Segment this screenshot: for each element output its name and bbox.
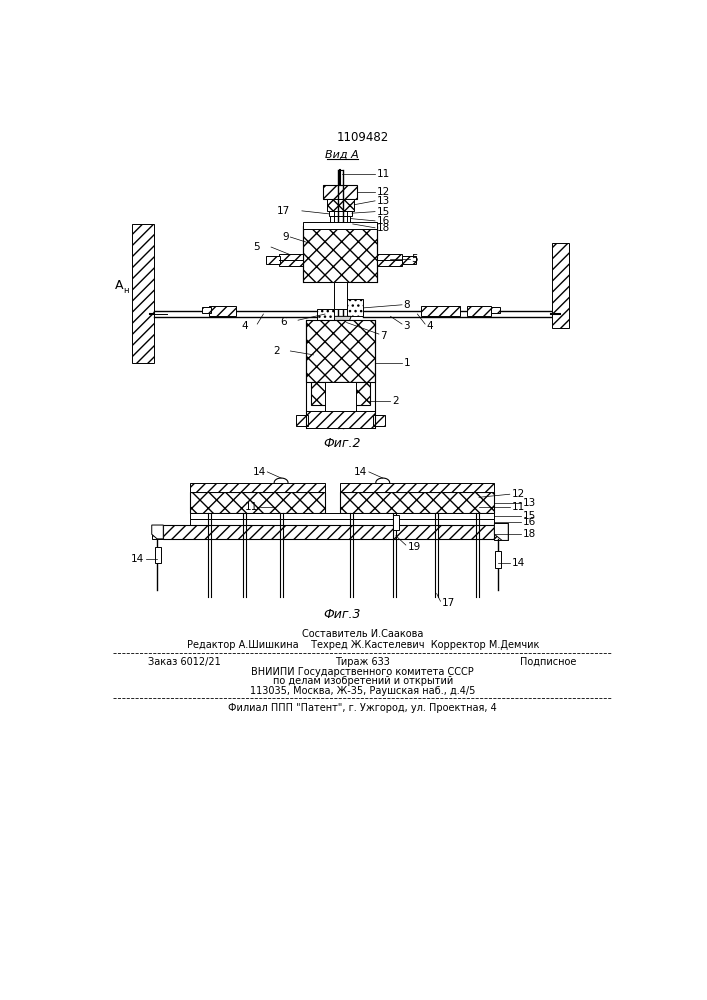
Text: 17: 17: [442, 598, 455, 608]
Text: 14: 14: [131, 554, 144, 564]
Text: Заказ 6012/21: Заказ 6012/21: [148, 657, 221, 667]
Bar: [327, 199, 354, 211]
Text: 14: 14: [252, 467, 266, 477]
Text: по делам изобретений и открытий: по делам изобретений и открытий: [273, 676, 453, 686]
Bar: [373, 415, 385, 426]
Text: Фиг.3: Фиг.3: [323, 608, 361, 621]
Text: н: н: [123, 286, 128, 295]
Bar: [305, 320, 375, 382]
Bar: [311, 382, 370, 405]
Bar: [303, 226, 378, 282]
Text: Тираж 633: Тираж 633: [335, 657, 390, 667]
Bar: [190, 513, 494, 519]
Bar: [491, 307, 500, 313]
Bar: [421, 306, 460, 316]
Text: 3: 3: [404, 321, 410, 331]
Bar: [190, 492, 325, 513]
Bar: [152, 525, 163, 539]
Bar: [190, 519, 494, 525]
Text: 15: 15: [523, 511, 536, 521]
Bar: [402, 256, 416, 264]
Bar: [393, 515, 399, 530]
Bar: [317, 309, 334, 320]
Bar: [378, 254, 402, 266]
Bar: [552, 243, 569, 328]
Bar: [340, 483, 494, 492]
Text: 15: 15: [377, 207, 390, 217]
Bar: [155, 547, 161, 563]
Bar: [330, 216, 351, 222]
Bar: [296, 415, 308, 426]
Text: Филиал ППП "Патент", г. Ужгород, ул. Проектная, 4: Филиал ППП "Патент", г. Ужгород, ул. Про…: [228, 703, 497, 713]
Text: 13: 13: [377, 196, 390, 206]
Text: 12: 12: [377, 187, 390, 197]
Text: 2: 2: [392, 396, 399, 406]
Text: 13: 13: [523, 498, 536, 508]
Text: 4: 4: [426, 321, 433, 331]
Bar: [346, 299, 363, 316]
Bar: [132, 224, 154, 363]
Bar: [303, 222, 378, 229]
Text: 16: 16: [377, 216, 390, 226]
Bar: [329, 211, 352, 216]
Polygon shape: [329, 316, 351, 328]
Text: 12: 12: [511, 489, 525, 499]
Text: 5: 5: [254, 242, 260, 252]
Text: А: А: [115, 279, 124, 292]
Text: 18: 18: [377, 223, 390, 233]
Bar: [163, 525, 494, 539]
Text: ВНИИПИ Государственного комитета СССР: ВНИИПИ Государственного комитета СССР: [252, 667, 474, 677]
Text: 113035, Москва, Ж-35, Раушская наб., д.4/5: 113035, Москва, Ж-35, Раушская наб., д.4…: [250, 686, 475, 696]
Text: 6: 6: [280, 317, 286, 327]
Bar: [190, 483, 325, 492]
Bar: [467, 306, 491, 316]
Text: Составитель И.Саакова: Составитель И.Саакова: [302, 629, 423, 639]
Text: 17: 17: [277, 206, 291, 216]
Text: Редактор А.Шишкина    Техред Ж.Кастелевич  Корректор М.Демчик: Редактор А.Шишкина Техред Ж.Кастелевич К…: [187, 640, 539, 650]
Bar: [494, 523, 508, 540]
Text: 14: 14: [354, 467, 368, 477]
Text: 11: 11: [377, 169, 390, 179]
Polygon shape: [494, 523, 508, 540]
Text: 4: 4: [241, 321, 248, 331]
Text: 11: 11: [245, 502, 258, 512]
Text: 18: 18: [523, 529, 536, 539]
Text: 19: 19: [407, 542, 421, 552]
Text: Подписное: Подписное: [520, 657, 577, 667]
Polygon shape: [152, 525, 163, 539]
Text: Вид А: Вид А: [325, 150, 359, 160]
Bar: [324, 185, 357, 199]
Text: 2: 2: [274, 346, 281, 356]
Text: 14: 14: [511, 558, 525, 568]
Bar: [340, 492, 494, 513]
Bar: [279, 254, 303, 266]
Bar: [495, 551, 501, 568]
Bar: [201, 307, 211, 313]
Text: 11: 11: [511, 502, 525, 512]
Text: Фиг.2: Фиг.2: [323, 437, 361, 450]
Text: 16: 16: [523, 517, 536, 527]
Bar: [305, 411, 375, 428]
Text: 9: 9: [282, 232, 288, 242]
Bar: [209, 306, 236, 316]
Text: 8: 8: [404, 300, 410, 310]
Text: 5: 5: [411, 254, 418, 264]
Text: 1: 1: [404, 358, 410, 368]
Text: 7: 7: [380, 331, 387, 341]
Bar: [325, 382, 356, 413]
Bar: [328, 222, 353, 227]
Bar: [334, 282, 346, 309]
Text: 1109482: 1109482: [337, 131, 389, 144]
Bar: [267, 256, 281, 264]
